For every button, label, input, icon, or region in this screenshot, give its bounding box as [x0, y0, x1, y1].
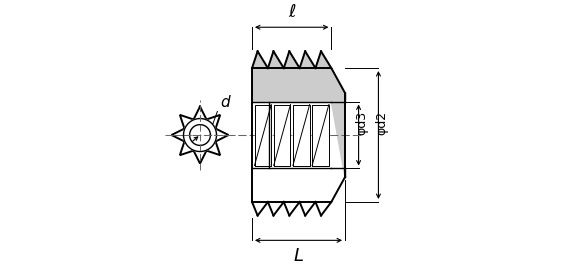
Text: φd3: φd3	[355, 111, 368, 135]
Text: ℓ: ℓ	[288, 3, 295, 21]
Polygon shape	[316, 51, 331, 68]
Polygon shape	[252, 68, 345, 177]
Text: φd2: φd2	[375, 111, 388, 135]
Polygon shape	[268, 51, 284, 68]
Polygon shape	[171, 107, 228, 163]
Text: d: d	[220, 95, 230, 110]
Polygon shape	[255, 105, 271, 166]
Polygon shape	[312, 105, 329, 166]
Polygon shape	[293, 105, 309, 166]
Text: L: L	[293, 247, 304, 265]
Polygon shape	[274, 105, 291, 166]
Polygon shape	[284, 51, 300, 68]
Polygon shape	[300, 51, 316, 68]
Polygon shape	[252, 51, 268, 68]
Polygon shape	[252, 68, 345, 202]
Polygon shape	[183, 118, 216, 151]
